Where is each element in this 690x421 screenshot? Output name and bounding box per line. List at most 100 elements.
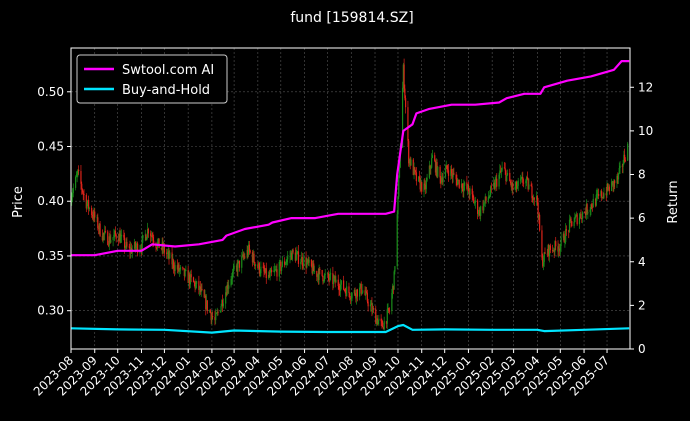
price-candle xyxy=(333,278,335,285)
price-candle xyxy=(483,202,486,204)
price-candle xyxy=(362,290,364,293)
price-candle xyxy=(579,213,581,218)
price-candle xyxy=(185,270,187,271)
price-candle xyxy=(484,196,486,203)
price-candle xyxy=(156,247,158,249)
price-candle xyxy=(606,183,608,196)
price-candle xyxy=(460,183,463,188)
price-candle xyxy=(365,291,368,293)
price-candle xyxy=(182,267,184,269)
price-candle xyxy=(490,186,492,188)
price-candle xyxy=(351,293,353,299)
price-candle xyxy=(72,187,74,194)
price-candle xyxy=(456,179,458,186)
price-candle xyxy=(575,215,577,218)
price-candle xyxy=(275,269,277,271)
price-candle xyxy=(393,271,395,290)
price-candle xyxy=(259,273,261,274)
price-candle xyxy=(418,176,421,179)
legend-box xyxy=(76,54,228,104)
price-candle xyxy=(133,242,136,249)
price-candle xyxy=(542,261,545,267)
price-candle xyxy=(371,303,373,312)
price-candle xyxy=(237,261,239,272)
price-candle xyxy=(494,180,496,189)
price-candle xyxy=(444,168,447,177)
price-candle xyxy=(327,273,329,278)
price-candle xyxy=(193,282,195,283)
price-candle xyxy=(74,177,77,188)
price-candle xyxy=(305,257,307,268)
price-candle xyxy=(71,197,73,203)
price-candle xyxy=(220,306,222,312)
price-candle xyxy=(340,280,342,285)
price-candle xyxy=(254,262,256,266)
price-candle xyxy=(607,183,609,190)
price-candle xyxy=(108,236,110,246)
price-candle xyxy=(85,195,87,209)
price-candle xyxy=(328,277,330,280)
price-candle xyxy=(241,254,244,257)
price-candle xyxy=(623,154,625,165)
price-candle xyxy=(611,181,613,183)
price-candle xyxy=(339,284,342,292)
price-candle xyxy=(179,269,181,271)
price-candle xyxy=(600,191,602,196)
y-left-tick-label: 0.40 xyxy=(37,194,64,208)
price-candle xyxy=(541,230,543,258)
price-candle xyxy=(528,184,530,190)
price-candle xyxy=(77,169,79,174)
price-candle xyxy=(474,200,476,203)
price-candle xyxy=(489,195,491,197)
price-candle xyxy=(392,285,394,294)
price-candle xyxy=(157,238,159,243)
price-candle xyxy=(478,209,480,214)
price-candle xyxy=(493,182,495,187)
price-candle xyxy=(405,98,407,108)
price-candle xyxy=(392,285,394,290)
price-candle xyxy=(575,214,577,216)
price-candle xyxy=(152,237,154,241)
price-candle xyxy=(466,182,468,189)
price-candle xyxy=(188,274,190,283)
price-candle xyxy=(365,291,367,296)
price-candle xyxy=(107,244,110,246)
price-candle xyxy=(81,183,83,190)
price-candle xyxy=(211,316,213,321)
price-candle xyxy=(386,309,388,324)
price-candle xyxy=(385,321,388,324)
price-candle xyxy=(568,230,570,232)
price-candle xyxy=(171,252,173,265)
price-candle xyxy=(265,268,267,279)
price-candle xyxy=(463,185,465,192)
price-candle xyxy=(383,321,385,330)
price-candle xyxy=(562,233,564,238)
price-candle xyxy=(192,277,195,283)
price-candle xyxy=(337,279,339,286)
price-candle xyxy=(477,213,479,215)
price-candle xyxy=(377,320,379,325)
price-candle xyxy=(222,300,224,307)
price-candle xyxy=(552,250,555,252)
price-candle xyxy=(115,234,117,239)
y-right-tick-label: 6 xyxy=(638,211,646,225)
price-candle xyxy=(176,265,179,270)
price-candle xyxy=(403,64,405,89)
price-candle xyxy=(473,197,475,204)
price-candle xyxy=(262,266,264,268)
price-candle xyxy=(297,251,299,253)
price-candle xyxy=(498,174,500,187)
price-candle xyxy=(335,279,337,283)
price-candle xyxy=(274,269,277,271)
price-candle xyxy=(375,309,377,324)
price-candle xyxy=(509,172,511,182)
legend-label-swtool: Swtool.com AI xyxy=(122,63,214,78)
price-candle xyxy=(94,211,96,218)
price-candle xyxy=(520,177,522,180)
price-candle xyxy=(201,288,203,291)
price-candle xyxy=(547,245,549,254)
price-candle xyxy=(166,253,169,255)
price-candle xyxy=(87,199,89,204)
price-candle xyxy=(329,273,332,275)
